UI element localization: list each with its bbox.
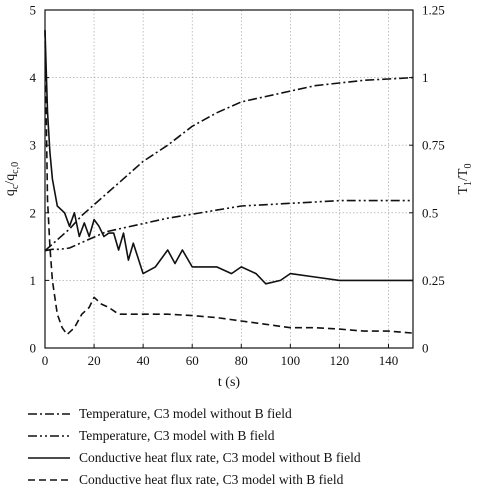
- legend-label: Temperature, C3 model without B field: [79, 406, 292, 421]
- left-y-tick-label: 2: [30, 205, 37, 220]
- legend-label: Conductive heat flux rate, C3 model with…: [79, 450, 361, 465]
- legend: Temperature, C3 model without B field Tem…: [28, 406, 361, 487]
- right-y-tick-label: 0.5: [422, 205, 438, 220]
- right-y-axis-label: T1/T0: [456, 163, 474, 194]
- axis-title-text: T1/T0: [456, 163, 474, 194]
- series-line: [44, 30, 414, 336]
- x-tick-label: 40: [137, 353, 150, 368]
- legend-label: Conductive heat flux rate, C3 model with…: [79, 472, 344, 487]
- x-tick-label: 100: [281, 353, 301, 368]
- x-tick-label: 120: [330, 353, 350, 368]
- left-y-tick-label: 3: [30, 138, 37, 153]
- grid-lines: [45, 10, 413, 348]
- series-line: [44, 30, 413, 285]
- axis-title-text: qc/qc,0: [3, 162, 21, 196]
- series-line: [44, 199, 413, 252]
- left-y-tick-label: 0: [30, 341, 37, 356]
- left-y-axis-label: qc/qc,0: [3, 162, 21, 196]
- right-y-tick-label: 1.25: [422, 3, 445, 18]
- right-y-tick-label: 0: [422, 341, 429, 356]
- x-tick-label: 0: [42, 353, 49, 368]
- right-y-tick-label: 0.75: [422, 138, 445, 153]
- legend-label: Temperature, C3 model with B field: [79, 428, 275, 443]
- x-tick-label: 20: [88, 353, 101, 368]
- left-y-tick-label: 1: [30, 273, 37, 288]
- plot-frame: [44, 9, 414, 349]
- series-line: [44, 76, 414, 252]
- left-y-tick-label: 4: [30, 70, 37, 85]
- x-tick-label: 60: [186, 353, 199, 368]
- x-axis-label: t (s): [218, 375, 241, 390]
- x-axis-ticks: 0 20 40 60 80 100 120 140: [42, 344, 398, 368]
- left-y-tick-label: 5: [30, 3, 37, 18]
- x-tick-label: 140: [379, 353, 399, 368]
- right-y-tick-label: 0.25: [422, 273, 445, 288]
- right-y-tick-label: 1: [422, 70, 429, 85]
- x-tick-label: 80: [235, 353, 248, 368]
- series-layer: [44, 30, 414, 336]
- right-y-axis-ticks: 0 0.25 0.5 0.75 1 1.25: [409, 3, 445, 356]
